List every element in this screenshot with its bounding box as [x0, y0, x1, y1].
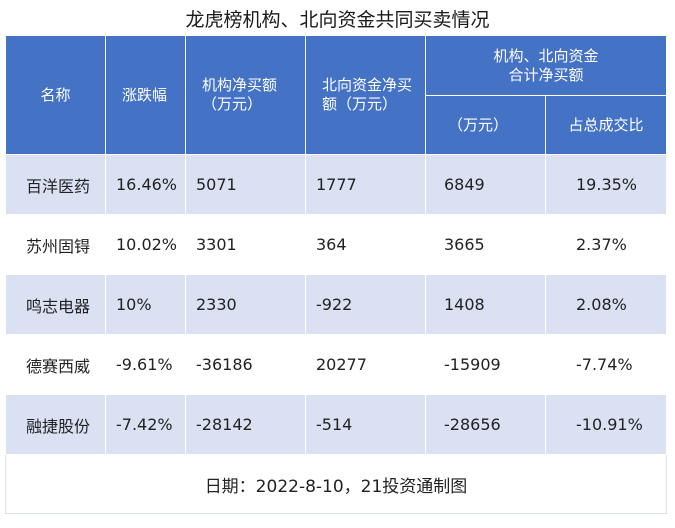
cell-north: -514 — [305, 394, 426, 455]
cell-total: -28656 — [425, 394, 546, 455]
cell-name: 德赛西威 — [5, 334, 106, 395]
cell-inst: 3301 — [185, 214, 306, 275]
cell-name: 苏州固锝 — [5, 214, 106, 275]
cell-name: 融捷股份 — [5, 394, 106, 455]
cell-total: 3665 — [425, 214, 546, 275]
cell-north: -922 — [305, 274, 426, 335]
cell-name: 百洋医药 — [5, 154, 106, 215]
cell-inst: -36186 — [185, 334, 306, 395]
cell-change: -7.42% — [105, 394, 186, 455]
cell-north: 20277 — [305, 334, 426, 395]
table-footer-row: 日期：2022-8-10，21投资通制图 — [4, 454, 668, 514]
cell-name: 鸣志电器 — [5, 274, 106, 335]
table-row: 融捷股份 -7.42% -28142 -514 -28656 -10.91% — [5, 394, 668, 455]
cell-share: 19.35% — [544, 154, 668, 215]
col-header-combined-unit: （万元） — [425, 95, 546, 155]
cell-north: 1777 — [305, 154, 426, 215]
cell-share: 2.37% — [544, 214, 668, 275]
combined-line1: 机构、北向资金 — [493, 46, 599, 65]
cell-change: 16.46% — [105, 154, 186, 215]
north-net-line2: 额（万元） — [322, 95, 398, 113]
data-table: 名称 涨跌幅 机构净买额 （万元） 北向资金净买 额（万元） 机构、北向资金 合… — [4, 35, 668, 514]
combined-line2: 合计净买额 — [508, 65, 584, 84]
col-header-north-net: 北向资金净买 额（万元） — [305, 35, 426, 155]
table-body: 百洋医药 16.46% 5071 1777 6849 19.35% 苏州固锝 1… — [4, 154, 668, 514]
col-header-change: 涨跌幅 — [105, 35, 186, 155]
table-row: 德赛西威 -9.61% -36186 20277 -15909 -7.74% — [5, 334, 668, 395]
col-header-share: 占总成交比 — [544, 95, 668, 155]
inst-net-line1: 机构净买额 — [202, 76, 278, 94]
cell-inst: 5071 — [185, 154, 306, 215]
cell-share: 2.08% — [544, 274, 668, 335]
cell-share: -10.91% — [544, 394, 668, 455]
table-row: 百洋医药 16.46% 5071 1777 6849 19.35% — [5, 154, 668, 215]
col-header-inst-net: 机构净买额 （万元） — [185, 35, 306, 155]
north-net-line1: 北向资金净买 — [322, 76, 413, 94]
cell-total: 6849 — [425, 154, 546, 215]
col-header-name: 名称 — [5, 35, 106, 155]
footer-note: 日期：2022-8-10，21投资通制图 — [4, 454, 668, 514]
cell-change: -9.61% — [105, 334, 186, 395]
cell-total: 1408 — [425, 274, 546, 335]
cell-change: 10.02% — [105, 214, 186, 275]
cell-share: -7.74% — [544, 334, 668, 395]
table-title: 龙虎榜机构、北向资金共同买卖情况 — [185, 9, 490, 31]
cell-total: -15909 — [425, 334, 546, 395]
cell-change: 10% — [105, 274, 186, 335]
inst-net-line2: （万元） — [202, 95, 263, 113]
table-row: 苏州固锝 10.02% 3301 364 3665 2.37% — [5, 214, 668, 275]
table-header: 名称 涨跌幅 机构净买额 （万元） 北向资金净买 额（万元） 机构、北向资金 合… — [5, 35, 668, 155]
col-header-combined: 机构、北向资金 合计净买额 — [424, 35, 668, 96]
cell-inst: 2330 — [185, 274, 306, 335]
table-row: 鸣志电器 10% 2330 -922 1408 2.08% — [5, 274, 668, 335]
cell-north: 364 — [305, 214, 426, 275]
cell-inst: -28142 — [185, 394, 306, 455]
